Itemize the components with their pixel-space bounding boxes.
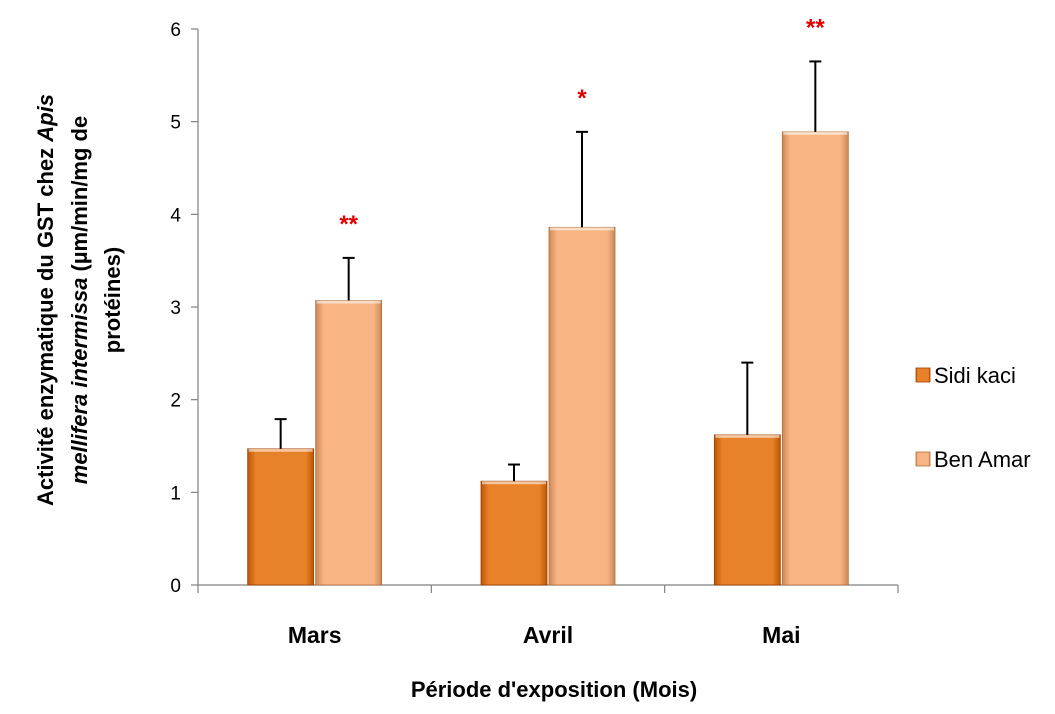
bar-highlight [316, 300, 381, 304]
legend-swatch [915, 451, 931, 467]
significance-marker: ** [806, 14, 825, 41]
axis-labels: 0 1 2 3 4 5 6 Mars Avril Mai [170, 20, 800, 648]
x-category-label: Mars [288, 622, 342, 648]
bars [247, 131, 849, 586]
bar-highlight [248, 448, 313, 452]
y-tick-label: 6 [170, 20, 181, 41]
x-category-label: Avril [523, 622, 573, 648]
bar-highlight [550, 227, 614, 231]
significance-marker: ** [339, 211, 358, 238]
x-category-label: Mai [762, 622, 800, 648]
y-tick-label: 5 [170, 113, 181, 134]
bar-ben-amar-mars [315, 300, 383, 586]
bar-highlight [482, 481, 546, 485]
y-axis-title-line: protéines) [100, 247, 125, 353]
y-tick-label: 0 [170, 576, 181, 597]
error-bars [274, 60, 822, 482]
y-tick-label: 1 [170, 483, 181, 504]
y-axis-title: Activité enzymatique du GST chez Apis mel… [33, 94, 125, 506]
legend: Sidi kaci Ben Amar [915, 363, 1031, 472]
bar-highlight [715, 434, 780, 438]
significance-marker: * [577, 85, 587, 112]
x-axis-title: Période d'exposition (Mois) [411, 677, 697, 702]
legend-label: Sidi kaci [934, 363, 1016, 388]
bar-ben-amar-avril [548, 226, 616, 586]
legend-label: Ben Amar [934, 447, 1031, 472]
y-tick-label: 4 [170, 205, 181, 226]
bar-highlight [783, 131, 848, 135]
y-axis-title-line: mellifera intermissa (µm/min/mg de [67, 116, 92, 484]
y-tick-label: 2 [170, 391, 181, 412]
y-axis-title-line: Activité enzymatique du GST chez Apis [33, 94, 58, 506]
significance-markers: ***** [339, 14, 825, 237]
bar-sidi-kaci-avril [480, 480, 548, 586]
bar-ben-amar-mai [781, 131, 849, 586]
bar-sidi-kaci-mai [713, 434, 781, 586]
bar-sidi-kaci-mars [247, 448, 315, 586]
legend-swatch [915, 367, 931, 383]
axes [191, 28, 899, 593]
y-tick-label: 3 [170, 298, 181, 319]
